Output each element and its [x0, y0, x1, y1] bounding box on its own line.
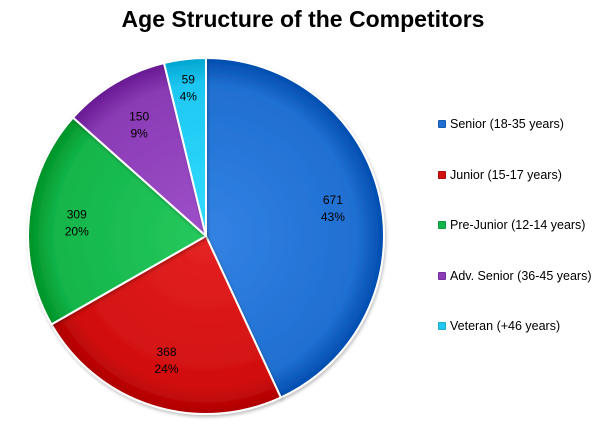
data-label-percent-junior-15-17-years: 24%: [155, 362, 179, 376]
data-label-percent-adv-senior-36-45-years: 9%: [130, 127, 148, 141]
pie-slice-pre-junior-12-14-years: [27, 116, 207, 326]
chart-title: Age Structure of the Competitors: [121, 6, 485, 32]
data-label-value-adv-senior-36-45-years: 150: [129, 110, 149, 124]
data-label-percent-pre-junior-12-14-years: 20%: [65, 225, 89, 239]
legend-label: Adv. Senior (36-45 years): [450, 268, 592, 283]
pie-slice-veteran-46-years: [163, 57, 207, 237]
pie-slice-adv-senior-36-45-years: [72, 62, 207, 237]
legend-swatch-adv-senior-36-45-years: [438, 271, 446, 280]
pie-slice-junior-15-17-years: [50, 235, 282, 415]
legend-swatch-pre-junior-12-14-years: [438, 221, 446, 229]
pie-slice-senior-18-35-years: [205, 57, 385, 399]
data-label-percent-veteran-46-years: 4%: [180, 90, 198, 104]
legend-item-senior-18-35-years: Senior (18-35 years): [438, 114, 592, 134]
legend-item-junior-15-17-years: Junior (15-17 years): [438, 165, 592, 185]
legend-label: Pre-Junior (12-14 years): [450, 218, 586, 232]
data-label-value-senior-18-35-years: 671: [323, 193, 343, 207]
legend-swatch-junior-15-17-years: [438, 170, 446, 179]
legend: Senior (18-35 years) Junior (15-17 years)…: [438, 114, 592, 367]
legend-item-veteran-46-years: Veteran (+46 years): [438, 316, 592, 336]
legend-label: Veteran (+46 years): [450, 319, 561, 333]
data-label-percent-senior-18-35-years: 43%: [321, 210, 345, 224]
data-label-value-junior-15-17-years: 368: [157, 345, 177, 359]
legend-swatch-senior-18-35-years: [438, 120, 446, 128]
data-label-value-veteran-46-years: 59: [182, 73, 196, 87]
legend-label: Junior (15-17 years): [450, 167, 562, 182]
legend-item-pre-junior-12-14-years: Pre-Junior (12-14 years): [438, 215, 592, 235]
legend-label: Senior (18-35 years): [450, 117, 564, 131]
legend-swatch-veteran-46-years: [438, 322, 446, 330]
legend-item-adv-senior-36-45-years: Adv. Senior (36-45 years): [438, 266, 592, 286]
data-label-value-pre-junior-12-14-years: 309: [67, 208, 87, 222]
